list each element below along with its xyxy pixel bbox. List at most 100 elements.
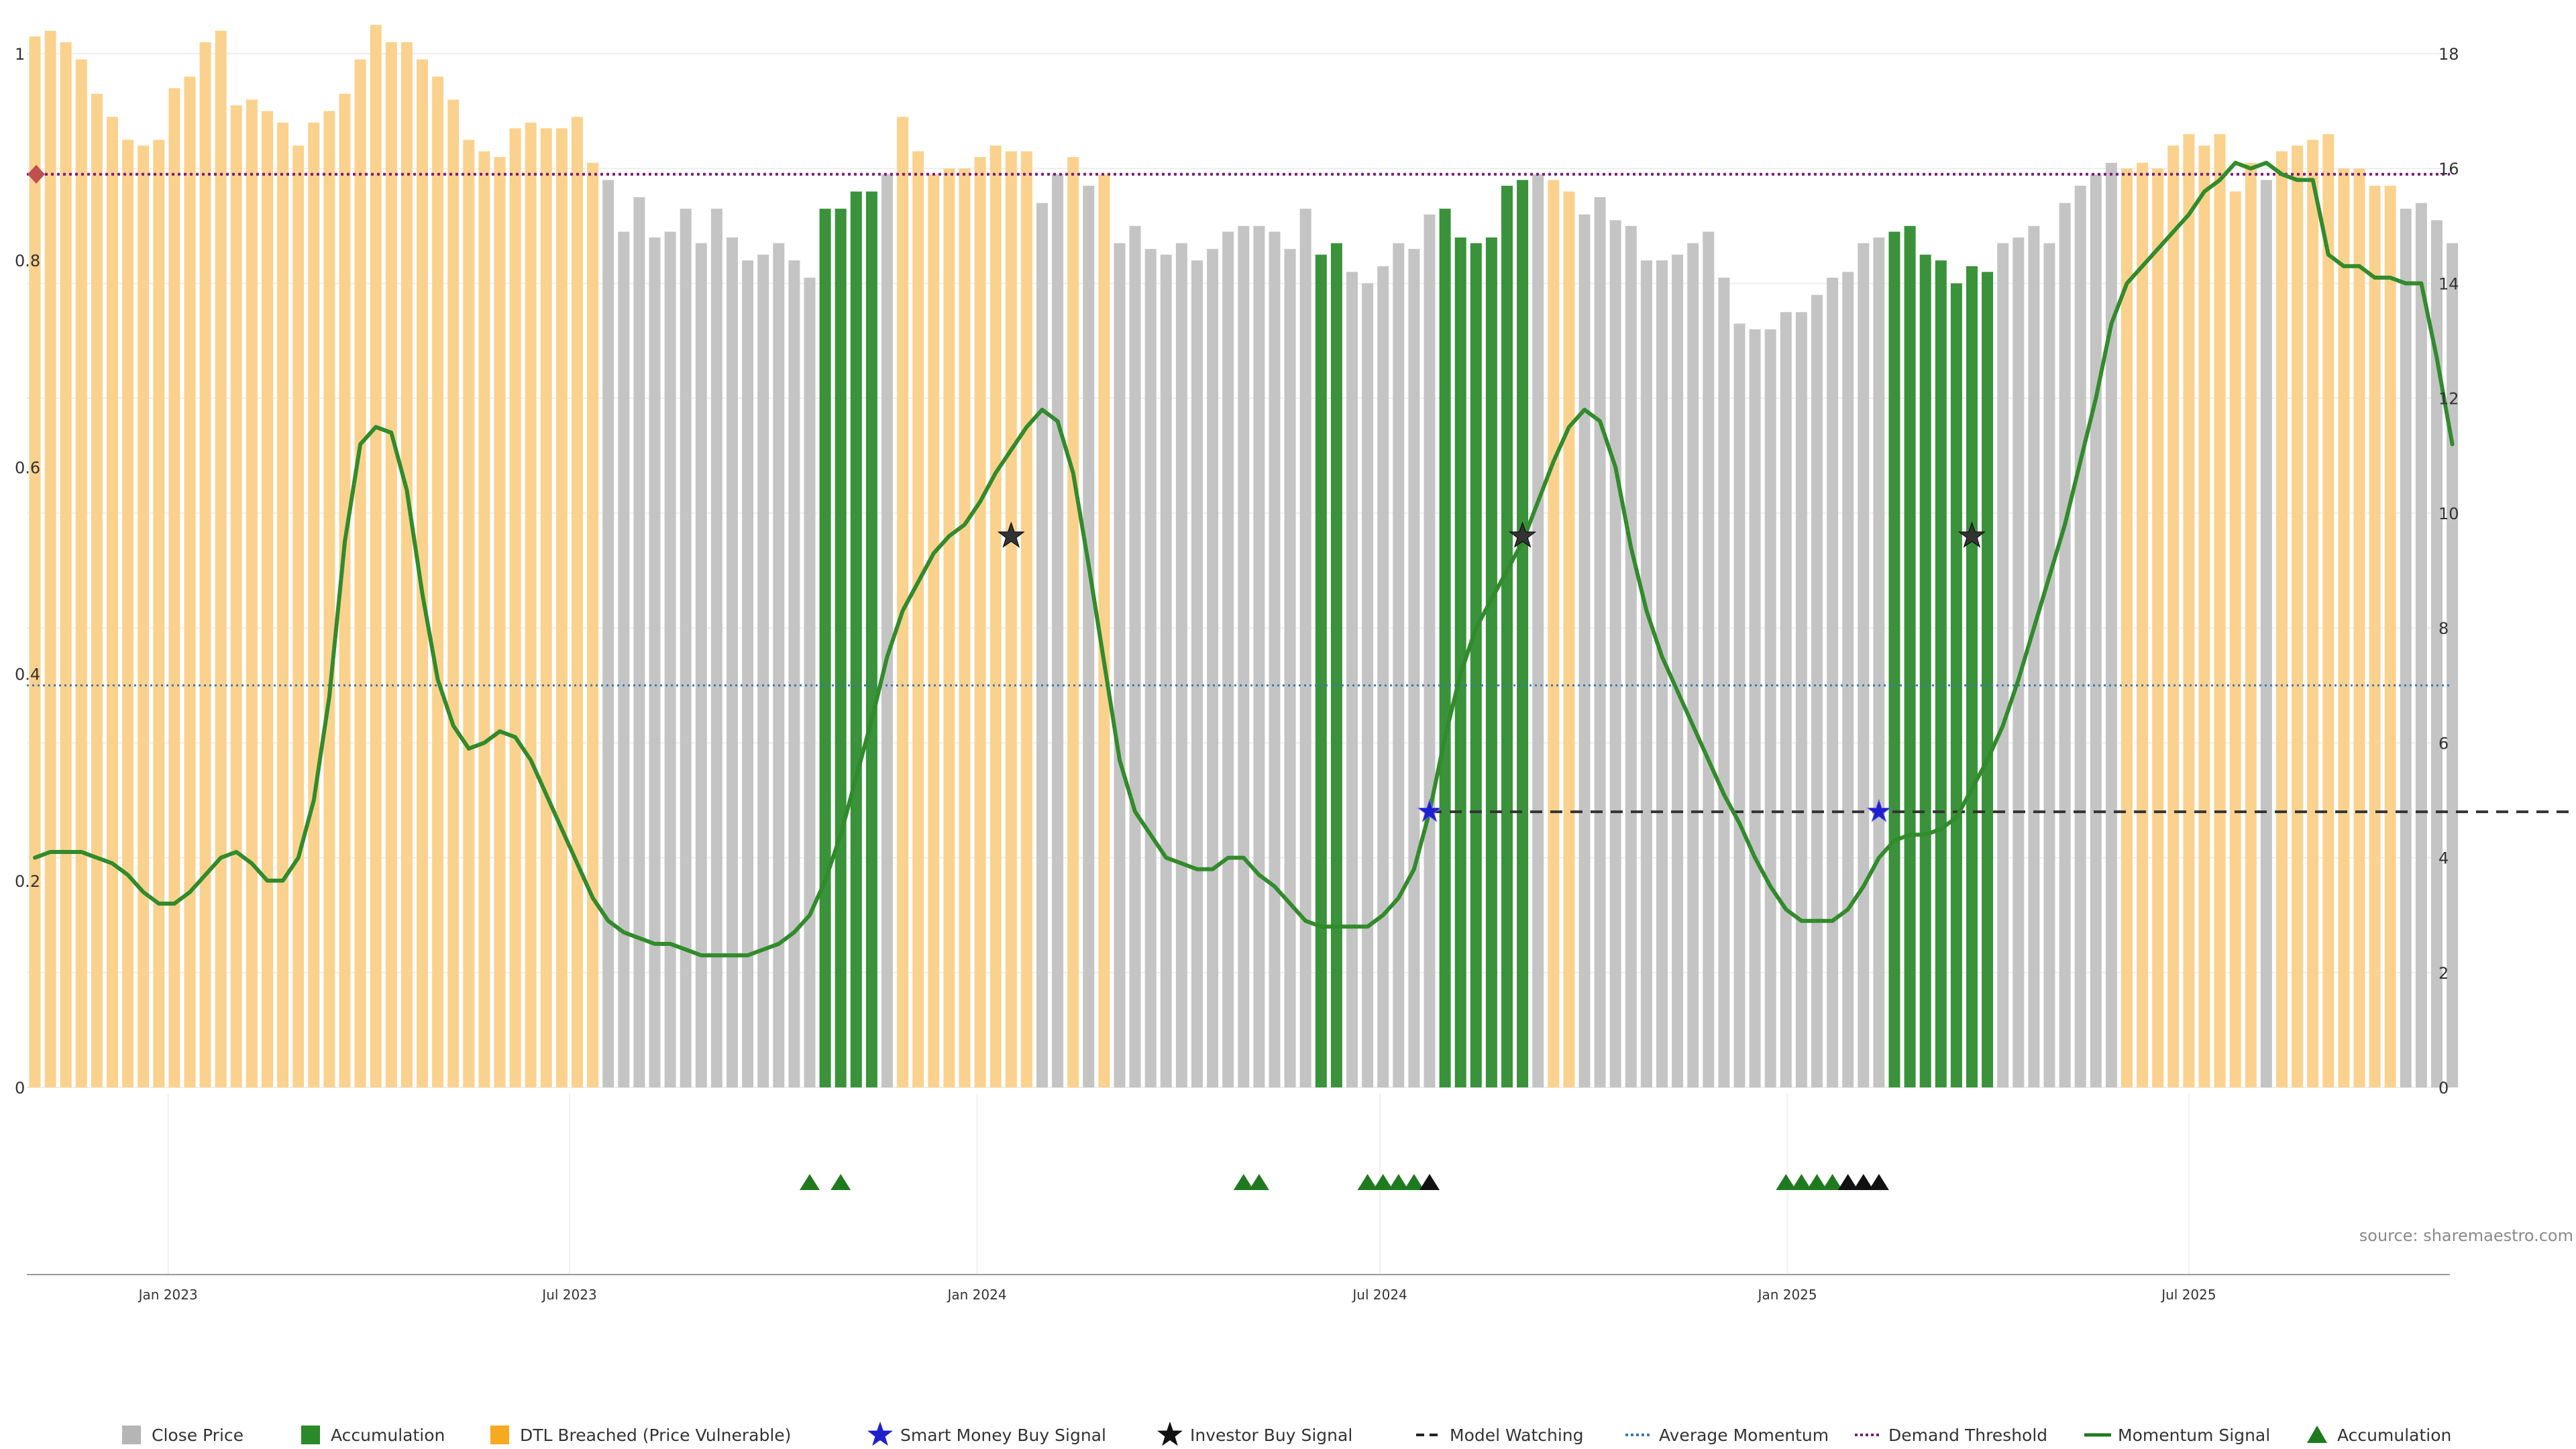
dtl-breached-bar bbox=[1005, 151, 1017, 1087]
dtl-breached-bar bbox=[199, 42, 211, 1087]
date-tick-label: Jul 2025 bbox=[2160, 1287, 2216, 1303]
legend-item: Average Momentum bbox=[1625, 1426, 1829, 1445]
accumulation-triangle bbox=[1791, 1174, 1812, 1190]
accumulation-triangle bbox=[1357, 1174, 1378, 1190]
close-price-bar bbox=[1625, 225, 1637, 1087]
legend-square-icon bbox=[122, 1426, 141, 1444]
dtl-breached-bar bbox=[91, 93, 103, 1087]
dtl-breached-bar bbox=[417, 59, 428, 1088]
date-tick-label: Jul 2024 bbox=[1351, 1287, 1407, 1303]
dtl-breached-bar bbox=[277, 122, 289, 1088]
accumulation-bar bbox=[1470, 243, 1482, 1087]
close-price-bar bbox=[1997, 243, 2009, 1087]
close-price-bar bbox=[1408, 249, 1420, 1088]
dtl-breached-bar bbox=[447, 99, 460, 1087]
close-price-bar bbox=[1129, 225, 1141, 1087]
dtl-breached-bar bbox=[215, 30, 227, 1087]
dtl-breached-bar bbox=[1548, 180, 1560, 1087]
dtl-breached-bar bbox=[292, 146, 305, 1087]
accumulation-triangle bbox=[1248, 1174, 1269, 1190]
legend-square-icon bbox=[301, 1426, 320, 1444]
legend-star-icon bbox=[1157, 1421, 1183, 1446]
close-price-bar bbox=[742, 260, 754, 1088]
right-axis-tick-label: 14 bbox=[2438, 274, 2459, 293]
close-price-bar bbox=[680, 209, 692, 1088]
accumulation-bar bbox=[1966, 266, 1978, 1087]
dtl-breached-bar bbox=[432, 76, 444, 1088]
close-price-bar bbox=[2415, 203, 2427, 1088]
close-price-bar bbox=[1083, 185, 1095, 1087]
dtl-breached-bar bbox=[2292, 146, 2304, 1087]
accumulation-bar bbox=[835, 209, 847, 1088]
dtl-breached-bar bbox=[230, 105, 242, 1087]
close-price-bar bbox=[1238, 225, 1250, 1087]
date-tick-label: Jan 2024 bbox=[946, 1287, 1006, 1303]
dtl-breached-bar bbox=[2152, 168, 2164, 1088]
legend-label: DTL Breached (Price Vulnerable) bbox=[520, 1426, 791, 1445]
date-tick-label: Jan 2023 bbox=[138, 1287, 198, 1303]
dtl-breached-bar bbox=[572, 117, 583, 1088]
accumulation-bar bbox=[1439, 209, 1451, 1088]
date-axis: Jan 2023 Jul 2023 Jan 2024 Jul 2024 Jan 2025… bbox=[138, 1287, 2216, 1303]
close-price-bar bbox=[2105, 162, 2117, 1088]
accumulation-bar bbox=[1919, 254, 1931, 1088]
close-price-bar bbox=[1532, 174, 1544, 1087]
accumulation-bar bbox=[1935, 260, 1947, 1088]
close-price-bar bbox=[1160, 254, 1172, 1088]
dtl-breached-bar bbox=[2322, 133, 2334, 1087]
close-price-bar bbox=[1191, 260, 1203, 1088]
accumulation-triangle bbox=[1822, 1174, 1843, 1190]
close-price-bar bbox=[1640, 260, 1652, 1088]
close-price-bar bbox=[1827, 277, 1839, 1087]
dtl-breached-bar bbox=[1098, 174, 1110, 1087]
signal-markers bbox=[997, 521, 1986, 822]
legend-item: Smart Money Buy Signal bbox=[867, 1421, 1106, 1446]
timeline-gridlines bbox=[167, 1093, 2190, 1275]
dtl-breached-bar bbox=[153, 140, 165, 1087]
threshold-diamond-marker bbox=[28, 164, 45, 184]
legend-item: Accumulation bbox=[2307, 1426, 2451, 1445]
dtl-breached-bar bbox=[525, 122, 537, 1088]
reference-lines bbox=[27, 164, 2576, 814]
dtl-breached-bar bbox=[2229, 191, 2241, 1087]
legend-label: Accumulation bbox=[2337, 1426, 2451, 1445]
dtl-breached-bar bbox=[184, 76, 196, 1088]
dtl-breached-bar bbox=[2245, 162, 2257, 1088]
legend-label: Investor Buy Signal bbox=[1190, 1426, 1352, 1445]
accumulation-triangle-black bbox=[1419, 1174, 1440, 1190]
dtl-breached-bar bbox=[974, 157, 986, 1088]
dtl-breached-bar bbox=[29, 36, 41, 1087]
right-axis-tick-label: 0 bbox=[2438, 1079, 2449, 1097]
dtl-breached-bar bbox=[897, 117, 909, 1088]
accumulation-triangle-black bbox=[1868, 1174, 1889, 1190]
close-price-bar bbox=[1424, 214, 1436, 1088]
accumulation-triangle-black bbox=[1837, 1174, 1858, 1190]
close-price-bar bbox=[1269, 231, 1281, 1087]
legend-star-icon bbox=[867, 1421, 893, 1446]
legend-item: Demand Threshold bbox=[1855, 1426, 2047, 1445]
dtl-breached-bar bbox=[2369, 185, 2381, 1087]
close-price-bar bbox=[1858, 243, 1870, 1087]
legend-item: Accumulation bbox=[301, 1426, 445, 1445]
close-price-bar bbox=[2074, 185, 2086, 1087]
date-tick-label: Jan 2025 bbox=[1757, 1287, 1817, 1303]
legend-label: Model Watching bbox=[1450, 1426, 1584, 1445]
dtl-breached-bar bbox=[463, 140, 475, 1087]
close-price-bar bbox=[1594, 197, 1606, 1087]
close-price-bar bbox=[881, 174, 893, 1087]
close-price-bar bbox=[2260, 180, 2272, 1087]
dtl-breached-bar bbox=[262, 111, 273, 1088]
accumulation-triangle bbox=[800, 1174, 820, 1190]
legend-item: DTL Breached (Price Vulnerable) bbox=[490, 1426, 791, 1445]
dtl-breached-bar bbox=[959, 168, 971, 1088]
legend-label: Close Price bbox=[152, 1426, 244, 1445]
close-price-bar bbox=[1578, 214, 1591, 1088]
dtl-breached-bar bbox=[494, 157, 506, 1088]
dtl-breached-bar bbox=[2183, 133, 2195, 1087]
smart-money-buy-signal bbox=[1866, 798, 1892, 822]
close-price-bar bbox=[2400, 209, 2412, 1088]
accumulation-bar bbox=[865, 191, 877, 1087]
dtl-breached-bar bbox=[308, 122, 320, 1088]
dtl-breached-bar bbox=[928, 174, 940, 1087]
dtl-breached-bar bbox=[107, 117, 118, 1088]
